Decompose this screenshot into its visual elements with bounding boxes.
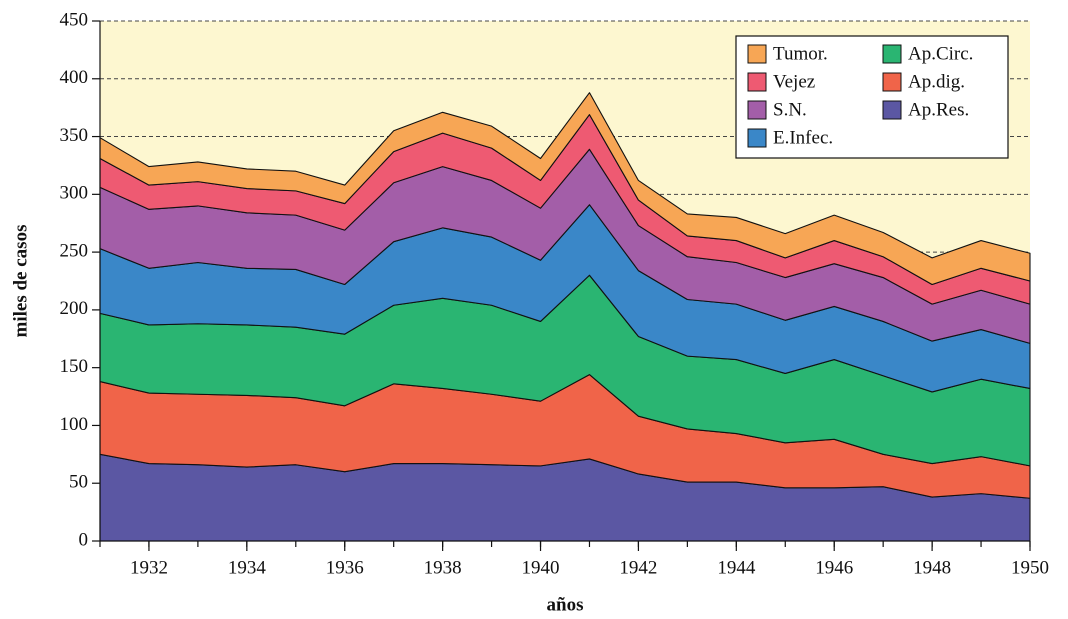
y-tick-label: 350 <box>60 125 89 146</box>
x-tick-label: 1932 <box>130 557 168 578</box>
x-tick-label: 1946 <box>815 557 853 578</box>
legend-swatch <box>747 44 767 64</box>
y-tick-label: 150 <box>60 356 89 377</box>
legend-label: Tumor. <box>773 43 828 64</box>
area <box>99 92 1031 286</box>
x-tick-label: 1936 <box>326 557 364 578</box>
legend-swatch <box>882 100 902 120</box>
x-tick-label: 1950 <box>1011 557 1049 578</box>
legend-swatch <box>882 72 902 92</box>
x-tick-label: 1948 <box>913 557 951 578</box>
y-tick-label: 450 <box>60 9 89 30</box>
legend-swatch <box>747 100 767 120</box>
y-tick-label: 100 <box>60 414 89 435</box>
y-tick-label: 400 <box>60 67 89 88</box>
x-axis-label: años <box>547 594 584 615</box>
x-tick-label: 1938 <box>424 557 462 578</box>
legend-label: Ap.dig. <box>908 71 965 92</box>
x-tick-label: 1942 <box>619 557 657 578</box>
legend-box <box>735 35 1009 159</box>
x-tick-label: 1934 <box>228 557 267 578</box>
legend-label: E.Infec. <box>773 127 833 148</box>
y-axis-label: miles de casos <box>10 225 31 338</box>
legend: Tumor. Vejez S.N. E.Infec. Ap.Circ. Ap.dig. Ap… <box>735 35 1009 159</box>
x-tick-label: 1944 <box>717 557 756 578</box>
legend-swatch <box>747 72 767 92</box>
y-tick-label: 200 <box>60 298 89 319</box>
legend-label: Ap.Circ. <box>908 43 973 64</box>
legend-swatch <box>747 128 767 148</box>
y-tick-label: 300 <box>60 183 89 204</box>
legend-label: Vejez <box>773 71 815 92</box>
legend-label: Ap.Res. <box>908 99 969 120</box>
x-tick-label: 1940 <box>522 557 560 578</box>
legend-label: S.N. <box>773 99 807 120</box>
y-tick-label: 50 <box>69 472 88 493</box>
y-tick-label: 0 <box>79 529 89 550</box>
legend-swatch <box>882 44 902 64</box>
y-tick-label: 250 <box>60 240 89 261</box>
